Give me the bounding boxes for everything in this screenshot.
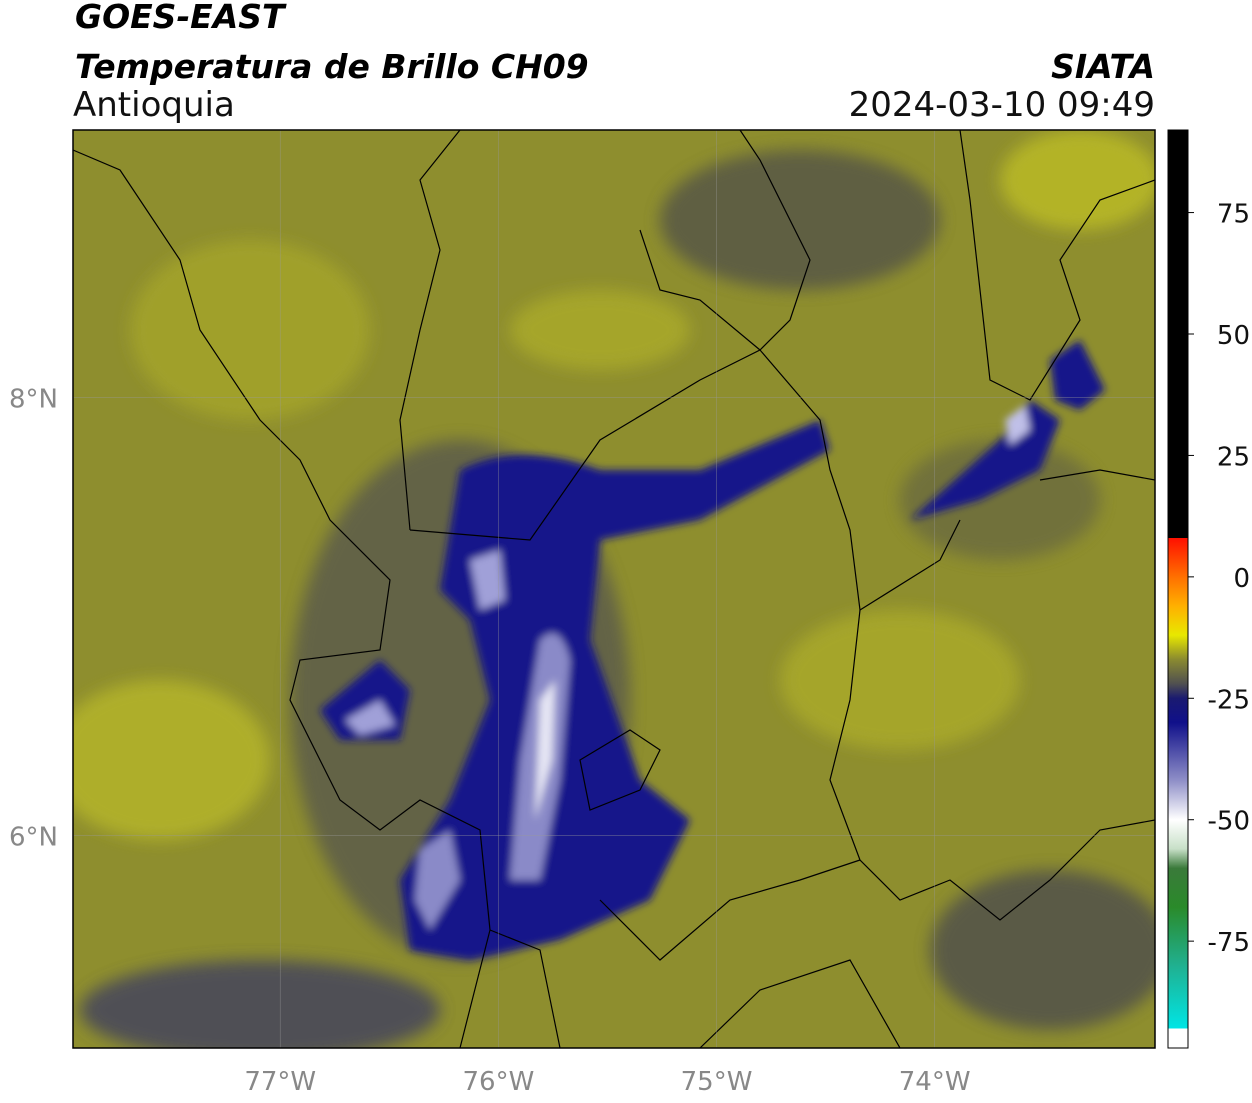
timestamp: 2024-03-10 09:49 — [849, 85, 1155, 125]
colorbar-tick-label: -25 — [1208, 685, 1250, 715]
colorbar-tick-label: 50 — [1217, 321, 1250, 351]
colorbar-tick-label: -50 — [1208, 807, 1250, 837]
y-tick-label: 6°N — [9, 822, 58, 852]
x-tick-label: 74°W — [899, 1067, 971, 1097]
map-frame — [72, 129, 1156, 1049]
colorbar — [1167, 129, 1189, 1049]
colorbar-tick-label: 0 — [1233, 564, 1250, 594]
colorbar-tick-label: -75 — [1208, 928, 1250, 958]
source: SIATA — [1051, 47, 1155, 86]
satellite-image — [73, 130, 1155, 1048]
y-tick-label: 8°N — [9, 384, 58, 414]
title: GOES-EAST — [75, 0, 287, 36]
x-tick-label: 75°W — [681, 1067, 753, 1097]
x-tick-label: 77°W — [244, 1067, 316, 1097]
region: Antioquia — [73, 85, 235, 125]
colorbar-tick-label: 75 — [1217, 200, 1250, 230]
x-tick-label: 76°W — [462, 1067, 534, 1097]
graticule — [73, 130, 1155, 1048]
subtitle: Temperatura de Brillo CH09 — [75, 47, 589, 86]
colorbar-tick-label: 25 — [1217, 442, 1250, 472]
